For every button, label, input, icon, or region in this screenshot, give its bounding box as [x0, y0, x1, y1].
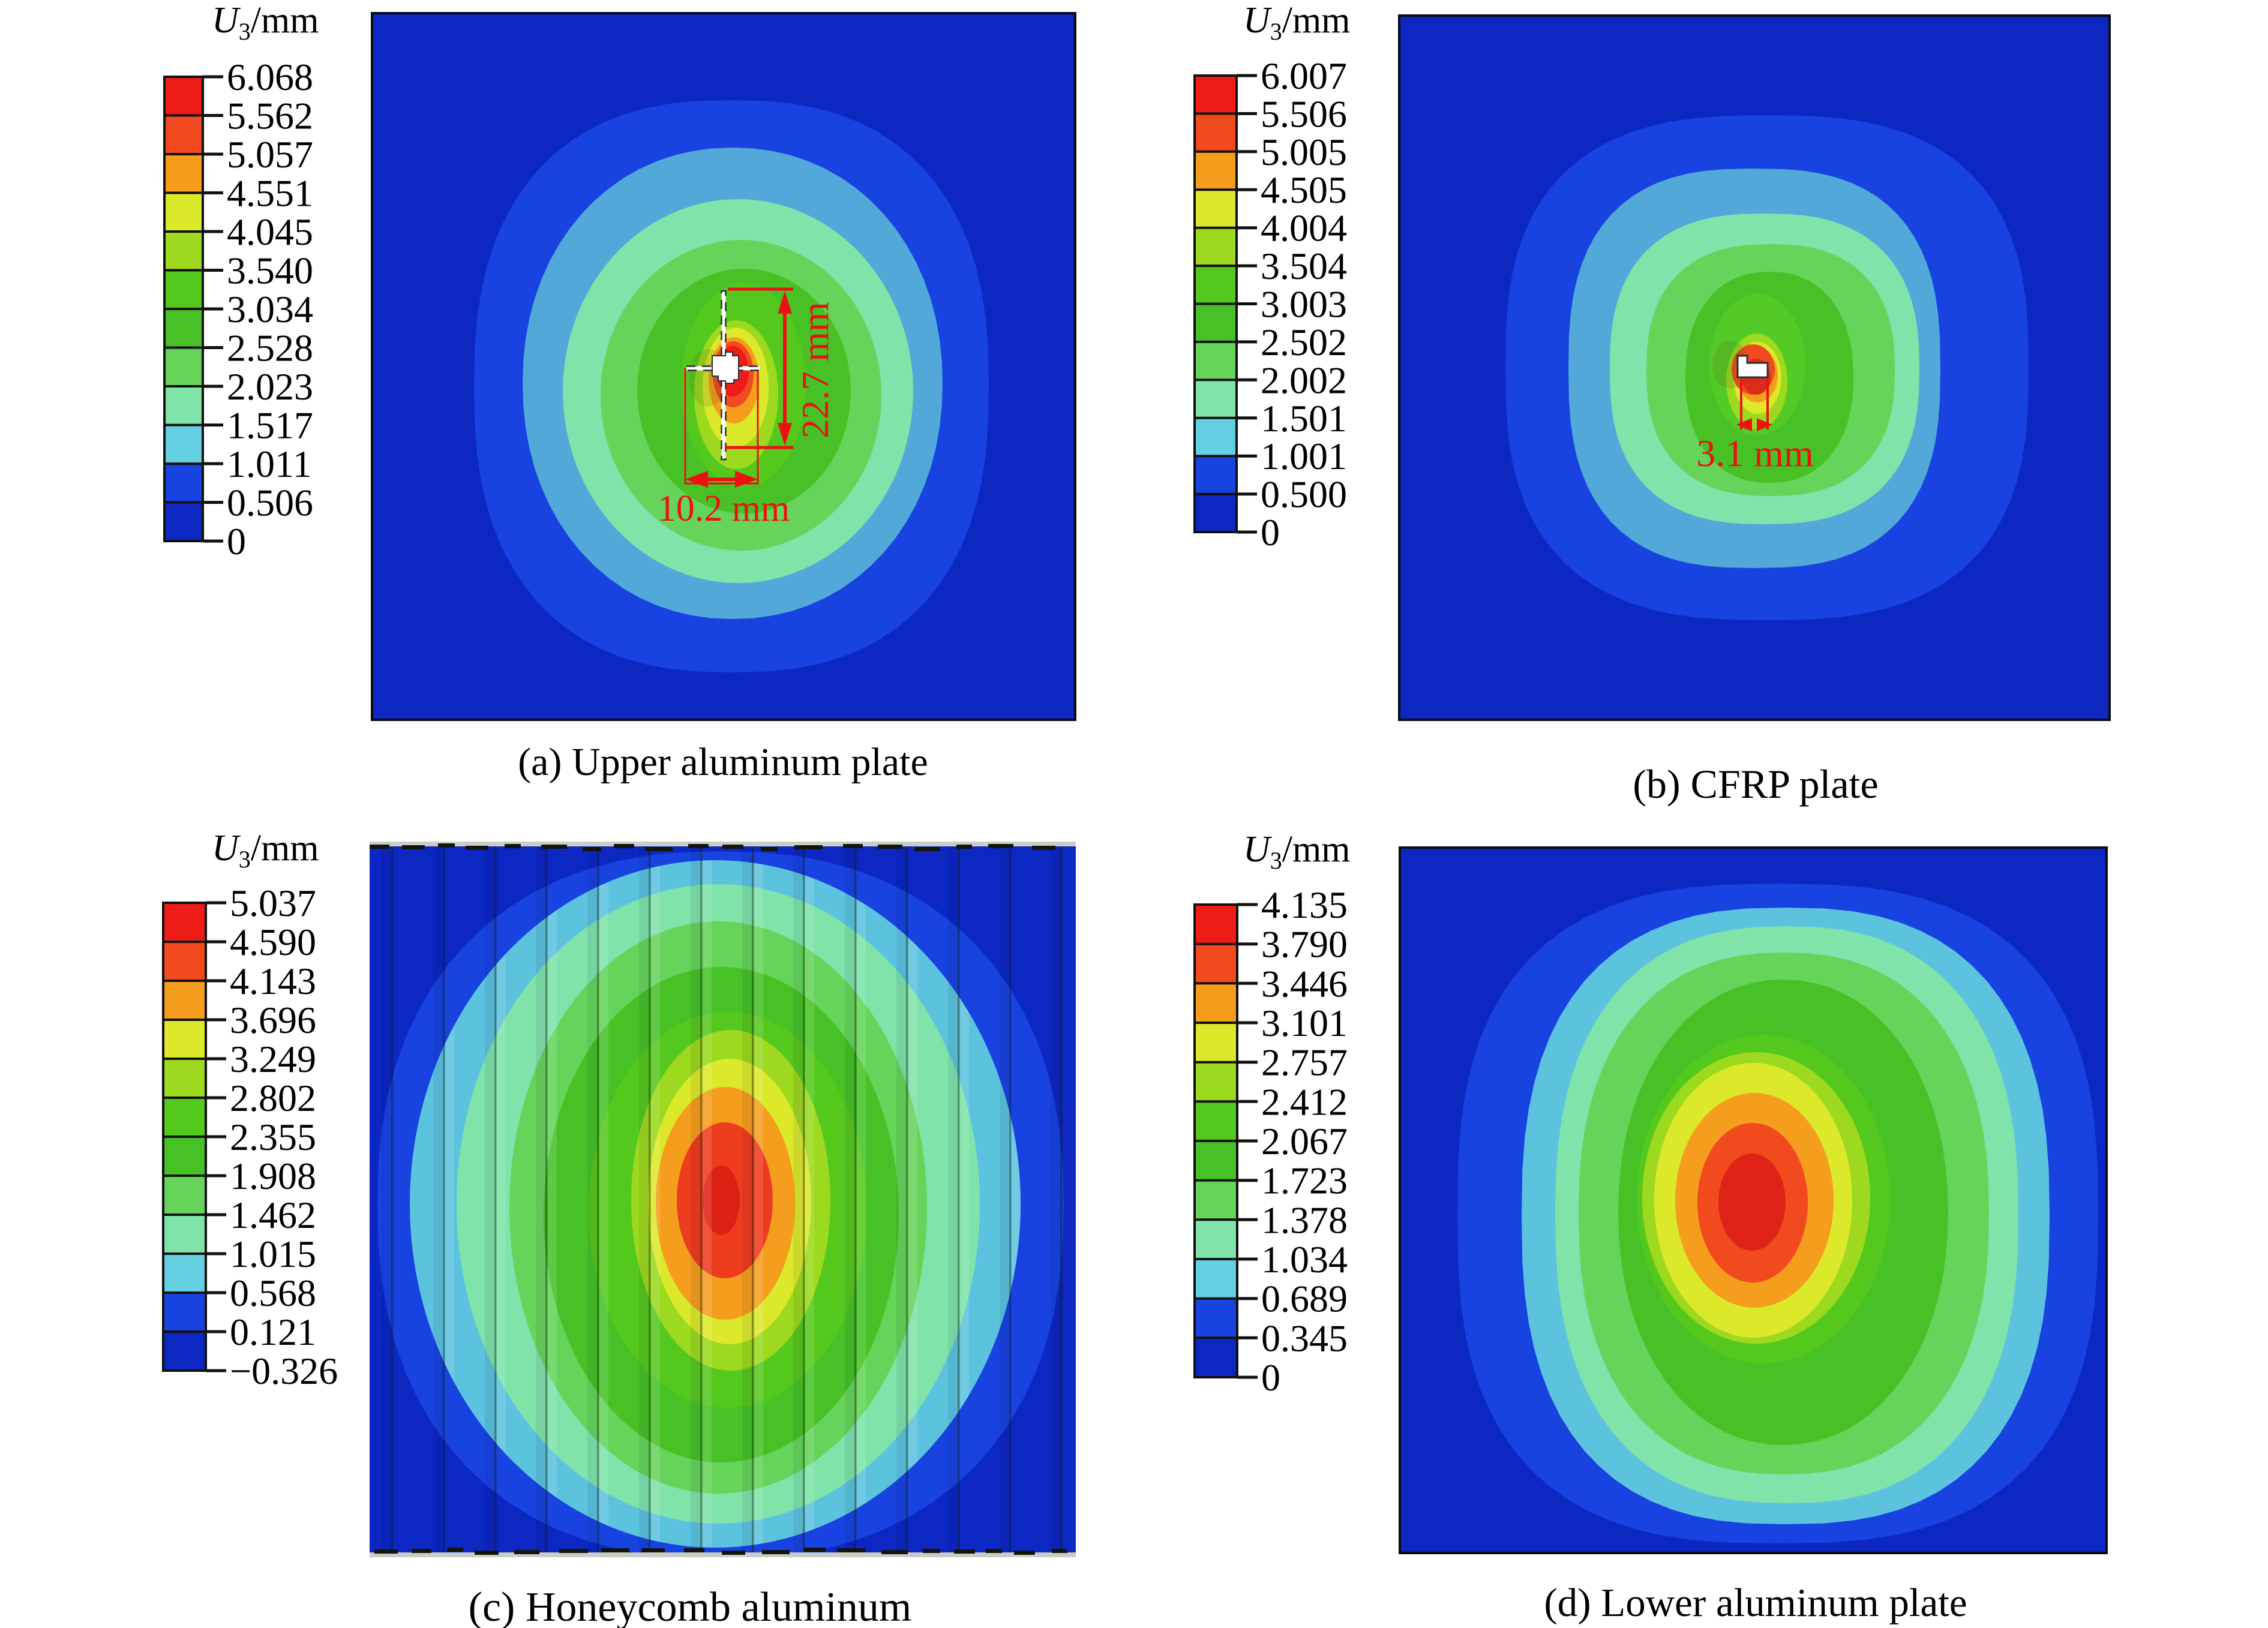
- svg-text:0: 0: [1261, 1356, 1280, 1399]
- svg-text:6.068: 6.068: [227, 56, 313, 98]
- svg-text:3.696: 3.696: [230, 999, 316, 1041]
- svg-text:0: 0: [227, 520, 246, 563]
- svg-text:U3/mm: U3/mm: [212, 828, 319, 873]
- svg-text:22.7 mm: 22.7 mm: [794, 302, 836, 438]
- svg-text:4.143: 4.143: [230, 960, 316, 1002]
- svg-text:2.528: 2.528: [227, 327, 313, 370]
- svg-text:1.011: 1.011: [227, 443, 312, 485]
- svg-text:2.412: 2.412: [1261, 1080, 1348, 1123]
- svg-text:10.2 mm: 10.2 mm: [658, 488, 790, 529]
- svg-text:U3/mm: U3/mm: [1243, 829, 1350, 874]
- svg-text:0.345: 0.345: [1261, 1317, 1348, 1359]
- svg-text:3.790: 3.790: [1261, 923, 1348, 966]
- svg-text:2.802: 2.802: [230, 1077, 316, 1119]
- svg-text:1.034: 1.034: [1261, 1238, 1348, 1281]
- svg-text:5.037: 5.037: [230, 882, 316, 924]
- svg-text:4.551: 4.551: [227, 172, 313, 215]
- svg-text:0: 0: [1261, 511, 1280, 554]
- svg-text:0.506: 0.506: [227, 482, 313, 524]
- svg-text:5.005: 5.005: [1261, 131, 1347, 173]
- svg-text:(b) CFRP plate: (b) CFRP plate: [1633, 761, 1878, 807]
- svg-text:3.1 mm: 3.1 mm: [1696, 432, 1814, 474]
- svg-text:2.067: 2.067: [1261, 1120, 1348, 1163]
- svg-text:0.689: 0.689: [1261, 1278, 1348, 1320]
- svg-text:1.015: 1.015: [230, 1233, 316, 1275]
- svg-text:(d) Lower aluminum plate: (d) Lower aluminum plate: [1544, 1581, 1967, 1625]
- svg-text:U3/mm: U3/mm: [212, 0, 319, 45]
- svg-text:1.908: 1.908: [230, 1155, 316, 1197]
- svg-text:2.355: 2.355: [230, 1116, 316, 1158]
- svg-text:4.045: 4.045: [227, 211, 313, 253]
- svg-text:5.057: 5.057: [227, 133, 313, 176]
- svg-text:0.500: 0.500: [1261, 473, 1347, 516]
- svg-text:4.135: 4.135: [1261, 884, 1348, 926]
- svg-text:2.023: 2.023: [227, 365, 313, 408]
- svg-text:3.504: 3.504: [1261, 245, 1347, 287]
- svg-text:1.501: 1.501: [1261, 397, 1347, 440]
- svg-text:3.540: 3.540: [227, 250, 313, 292]
- svg-text:4.590: 4.590: [230, 921, 316, 963]
- svg-text:1.462: 1.462: [230, 1194, 316, 1236]
- svg-text:5.562: 5.562: [227, 95, 313, 137]
- svg-text:3.446: 3.446: [1261, 962, 1348, 1005]
- svg-text:4.004: 4.004: [1261, 207, 1347, 250]
- svg-text:3.101: 3.101: [1261, 1002, 1348, 1044]
- svg-text:2.757: 2.757: [1261, 1041, 1348, 1084]
- svg-text:2.502: 2.502: [1261, 321, 1347, 364]
- svg-text:3.249: 3.249: [230, 1038, 316, 1080]
- svg-text:1.001: 1.001: [1261, 435, 1347, 477]
- svg-text:1.723: 1.723: [1261, 1160, 1348, 1202]
- svg-text:1.517: 1.517: [227, 404, 313, 447]
- svg-text:1.378: 1.378: [1261, 1199, 1348, 1241]
- svg-text:U3/mm: U3/mm: [1243, 0, 1350, 45]
- svg-text:0.121: 0.121: [230, 1311, 316, 1353]
- svg-text:(a) Upper aluminum plate: (a) Upper aluminum plate: [518, 740, 928, 784]
- svg-text:2.002: 2.002: [1261, 359, 1347, 401]
- svg-text:4.505: 4.505: [1261, 169, 1347, 211]
- svg-text:3.003: 3.003: [1261, 283, 1347, 326]
- svg-text:3.034: 3.034: [227, 288, 313, 331]
- svg-text:5.506: 5.506: [1261, 92, 1347, 135]
- svg-text:(c) Honeycomb aluminum: (c) Honeycomb aluminum: [469, 1584, 912, 1628]
- svg-text:−0.326: −0.326: [230, 1350, 338, 1392]
- svg-text:6.007: 6.007: [1261, 55, 1347, 97]
- svg-text:0.568: 0.568: [230, 1272, 316, 1314]
